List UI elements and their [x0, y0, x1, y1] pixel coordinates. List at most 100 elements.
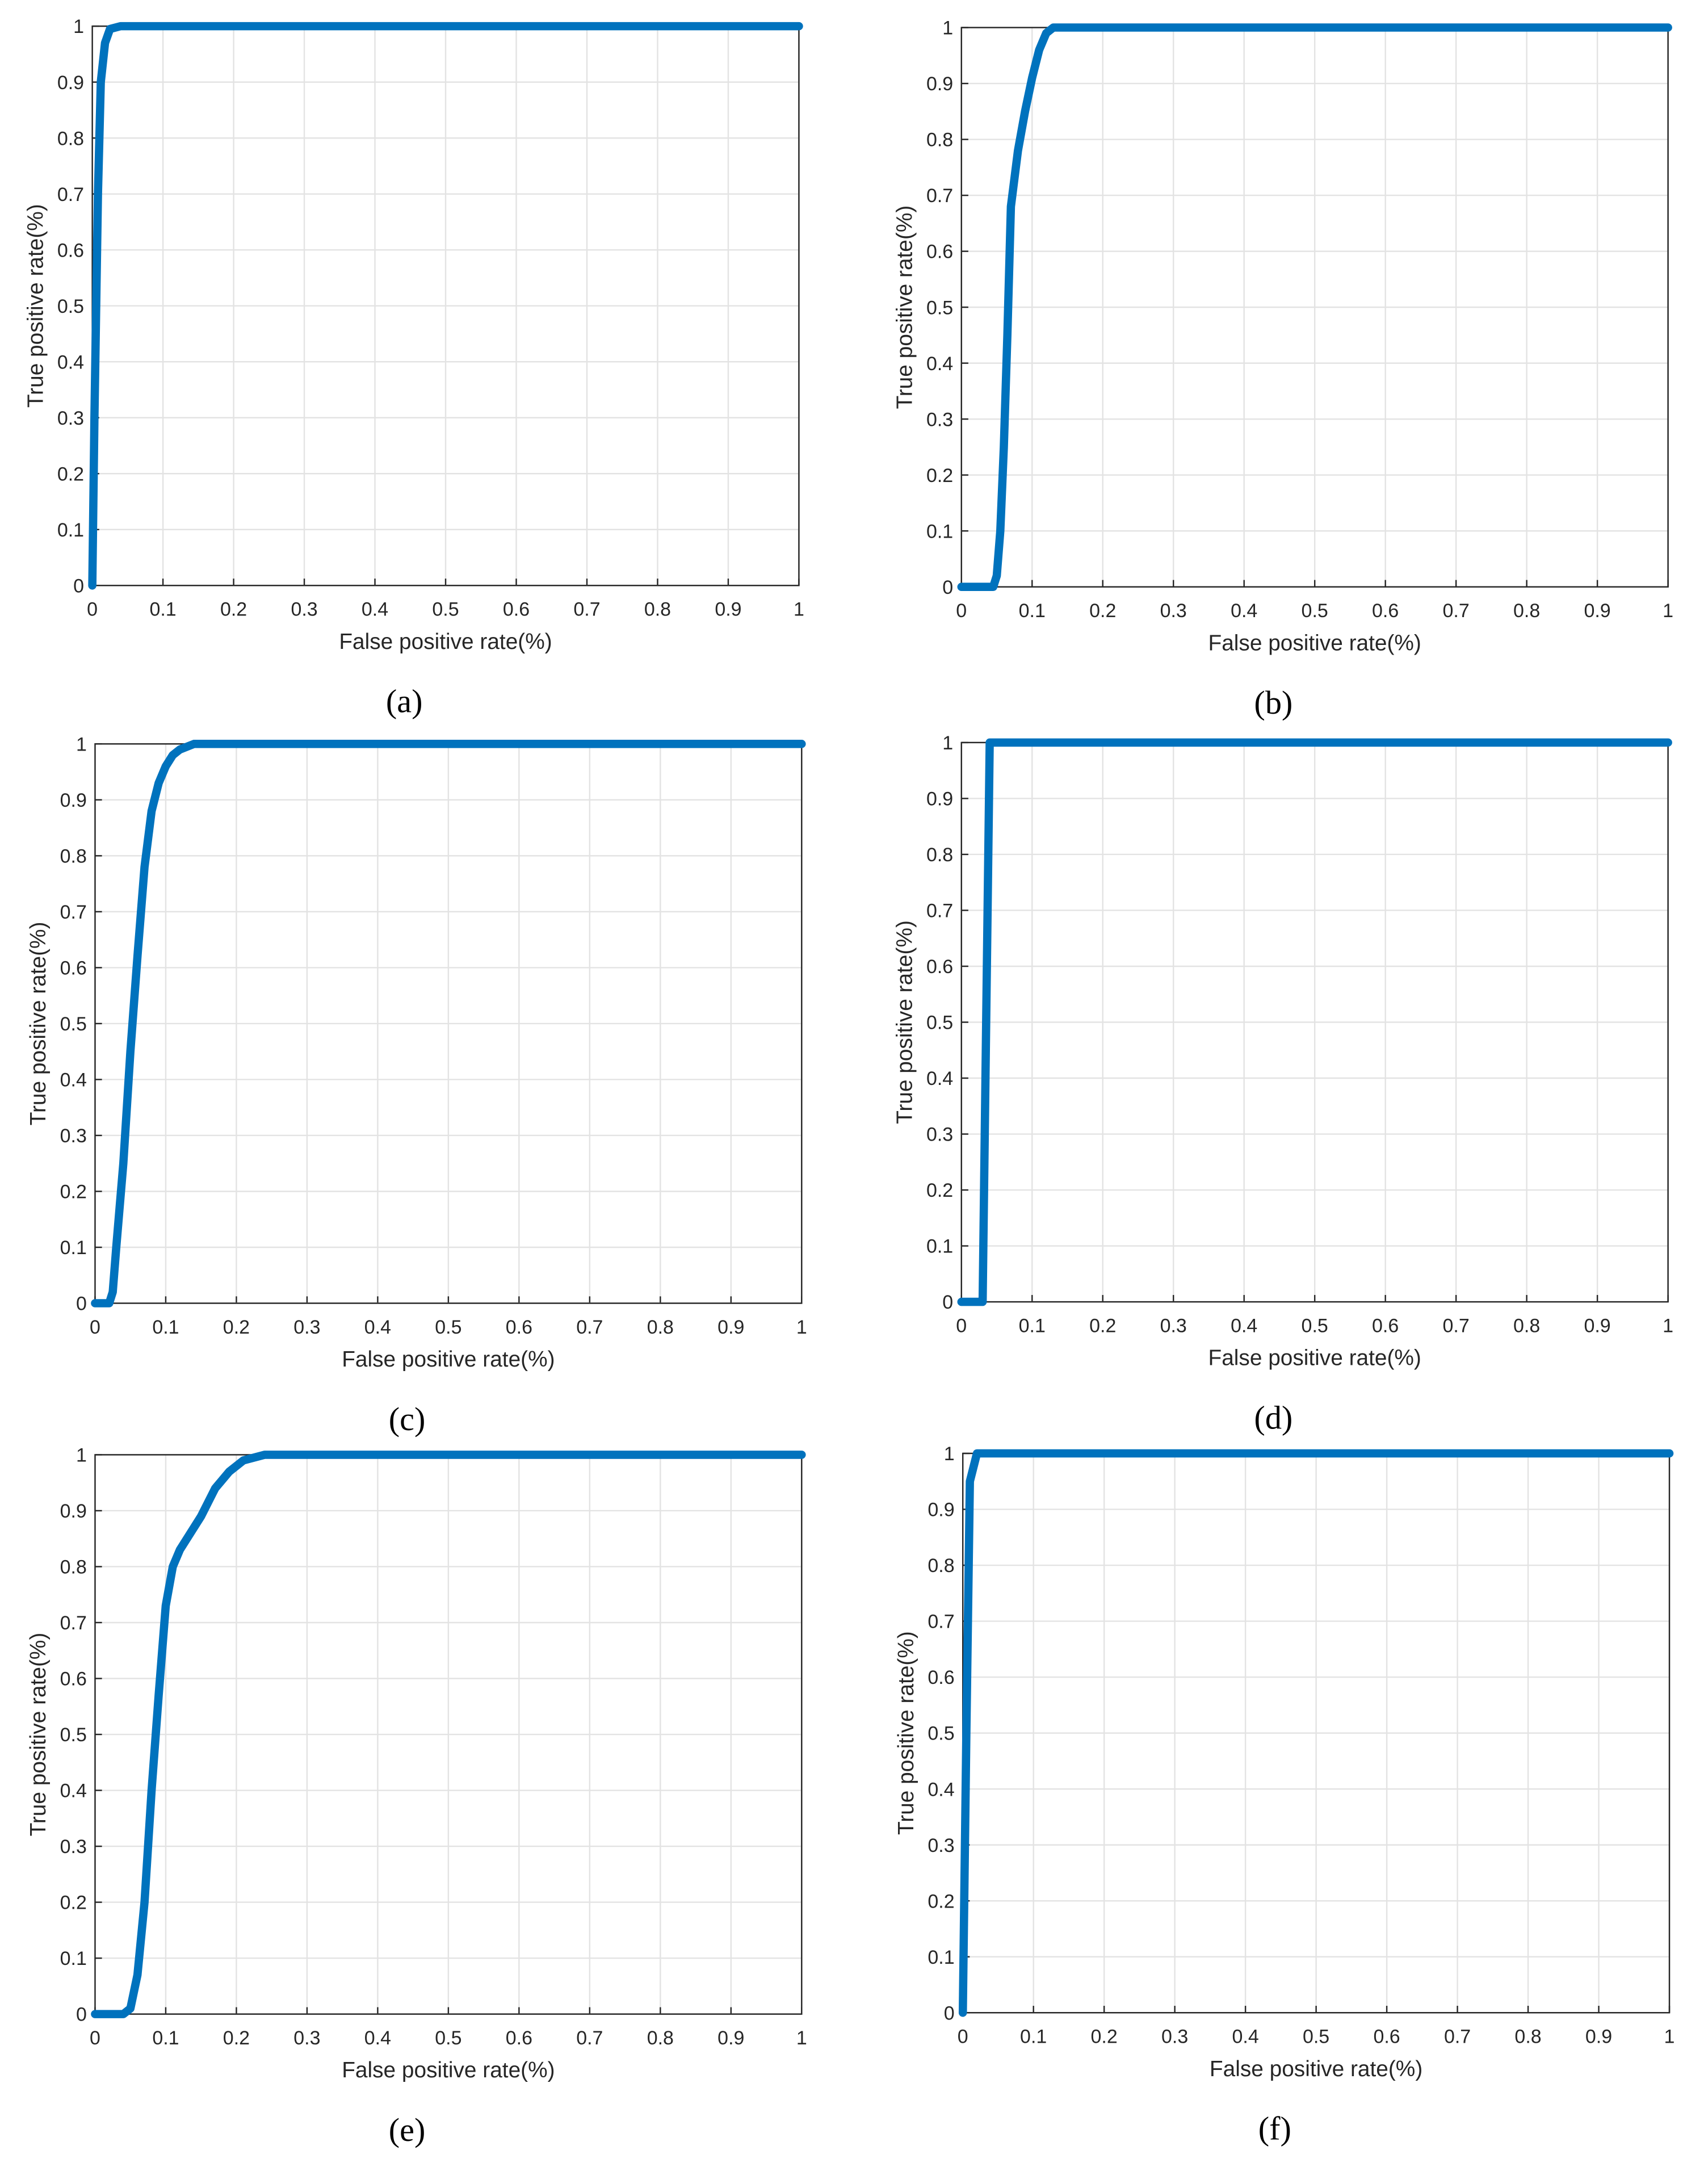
y-tick-label: 0.7	[926, 185, 953, 207]
y-tick-label: 0.6	[926, 956, 953, 978]
x-tick-label: 0.4	[364, 1317, 391, 1338]
x-tick-label: 0.9	[715, 599, 741, 621]
y-tick-label: 0.3	[60, 1125, 87, 1147]
x-axis-label: False positive rate(%)	[1208, 631, 1421, 655]
x-tick-label: 0.7	[576, 1317, 603, 1338]
x-tick-label: 1	[1663, 600, 1673, 622]
y-tick-label: 0.7	[60, 1612, 87, 1634]
x-tick-label: 0.5	[1302, 1315, 1328, 1336]
roc-curve	[88, 22, 803, 590]
y-tick-label: 1	[942, 732, 953, 754]
y-tick-label: 0.3	[926, 409, 953, 430]
y-tick-label: 0.1	[57, 519, 84, 541]
x-tick-label: 0.3	[293, 1317, 320, 1338]
x-tick-label: 0.5	[435, 1317, 461, 1338]
y-tick-label: 0.9	[926, 73, 953, 95]
x-tick-label: 0	[90, 2027, 100, 2049]
x-tick-label: 0.9	[717, 1317, 744, 1338]
x-tick-label: 0.8	[647, 2027, 674, 2049]
x-axis-label: False positive rate(%)	[342, 2058, 555, 2082]
x-tick-label: 0.8	[647, 1317, 674, 1338]
y-tick-label: 0.4	[57, 351, 84, 373]
x-axis-label: False positive rate(%)	[1210, 2057, 1422, 2081]
x-tick-label: 0.3	[1160, 1315, 1187, 1336]
x-tick-label: 0.6	[506, 2027, 532, 2049]
y-tick-label: 0.2	[60, 1181, 87, 1203]
x-tick-label: 0.1	[1019, 600, 1046, 622]
x-tick-label: 0.4	[1232, 2026, 1259, 2048]
x-tick-label: 0.2	[1091, 2026, 1118, 2048]
x-tick-label: 0.6	[506, 1317, 532, 1338]
panel-caption: (b)	[1254, 684, 1292, 721]
y-tick-label: 0.5	[926, 297, 953, 318]
y-tick-label: 0	[942, 1292, 953, 1313]
x-tick-label: 1	[796, 2027, 807, 2049]
panel-caption: (c)	[389, 1401, 426, 1437]
y-tick-label: 0.5	[926, 1012, 953, 1034]
y-tick-label: 0.8	[926, 129, 953, 151]
y-tick-label: 0.8	[928, 1555, 954, 1577]
x-axis-label: False positive rate(%)	[342, 1347, 555, 1372]
y-tick-label: 0.6	[60, 958, 87, 979]
x-tick-label: 0	[90, 1317, 100, 1338]
roc-curve	[91, 740, 806, 1307]
y-tick-label: 0.5	[928, 1723, 954, 1745]
x-tick-label: 0.9	[1584, 1315, 1610, 1336]
x-tick-label: 1	[1663, 1315, 1673, 1336]
y-tick-label: 0.7	[60, 902, 87, 923]
y-tick-label: 1	[76, 1445, 87, 1466]
x-tick-label: 0.3	[293, 2027, 320, 2049]
y-tick-label: 0.1	[60, 1237, 87, 1259]
y-axis-label: True positive rate(%)	[26, 1633, 51, 1837]
x-tick-label: 0.4	[364, 2027, 391, 2049]
y-tick-label: 0.4	[926, 353, 953, 375]
x-axis-label: False positive rate(%)	[1208, 1346, 1421, 1371]
x-tick-label: 0.4	[1231, 600, 1257, 622]
x-tick-label: 0.9	[1585, 2026, 1612, 2048]
y-tick-label: 0.2	[60, 1892, 87, 1914]
x-tick-label: 0.4	[362, 599, 388, 621]
y-tick-label: 0.2	[926, 465, 953, 487]
panel-caption: (e)	[389, 2111, 426, 2148]
y-tick-label: 0.9	[60, 790, 87, 811]
x-tick-label: 0.2	[223, 2027, 250, 2049]
y-tick-label: 0	[76, 2004, 87, 2026]
x-tick-label: 0.9	[1584, 600, 1610, 622]
y-tick-label: 0.1	[928, 1947, 954, 1968]
y-tick-label: 0.9	[60, 1501, 87, 1522]
x-tick-label: 0.2	[1089, 1315, 1116, 1336]
x-tick-label: 0.6	[503, 599, 530, 621]
y-axis-label: True positive rate(%)	[23, 204, 48, 408]
x-tick-label: 0.6	[1373, 2026, 1400, 2048]
x-tick-label: 0.1	[152, 1317, 179, 1338]
x-tick-label: 0	[956, 600, 967, 622]
x-tick-label: 0.7	[1443, 600, 1470, 622]
y-tick-label: 0.8	[60, 846, 87, 867]
roc-curve	[957, 738, 1672, 1306]
x-tick-label: 0.7	[576, 2027, 603, 2049]
x-tick-label: 0.1	[1020, 2026, 1047, 2048]
y-axis-label: True positive rate(%)	[26, 922, 51, 1126]
y-tick-label: 0.9	[928, 1499, 954, 1521]
x-tick-label: 0.3	[1161, 2026, 1188, 2048]
y-tick-label: 0	[944, 2002, 955, 2024]
x-tick-label: 0.2	[223, 1317, 250, 1338]
x-tick-label: 0.5	[1303, 2026, 1329, 2048]
y-tick-label: 0.3	[928, 1835, 954, 1856]
y-axis-label: True positive rate(%)	[892, 920, 917, 1124]
roc-curve	[957, 23, 1672, 591]
x-tick-label: 0.7	[573, 599, 600, 621]
y-tick-label: 0.9	[926, 789, 953, 810]
x-tick-label: 0.2	[1089, 600, 1116, 622]
panel-caption: (d)	[1254, 1399, 1292, 1436]
panel-caption: (f)	[1258, 2110, 1291, 2147]
y-tick-label: 0.6	[926, 241, 953, 263]
x-tick-label: 0.5	[1302, 600, 1328, 622]
y-tick-label: 0	[942, 577, 953, 598]
y-tick-label: 0.4	[926, 1068, 953, 1089]
x-tick-label: 0.4	[1231, 1315, 1257, 1336]
x-tick-label: 0.3	[1160, 600, 1187, 622]
y-tick-label: 0.4	[60, 1780, 87, 1802]
x-tick-label: 0.6	[1372, 600, 1399, 622]
